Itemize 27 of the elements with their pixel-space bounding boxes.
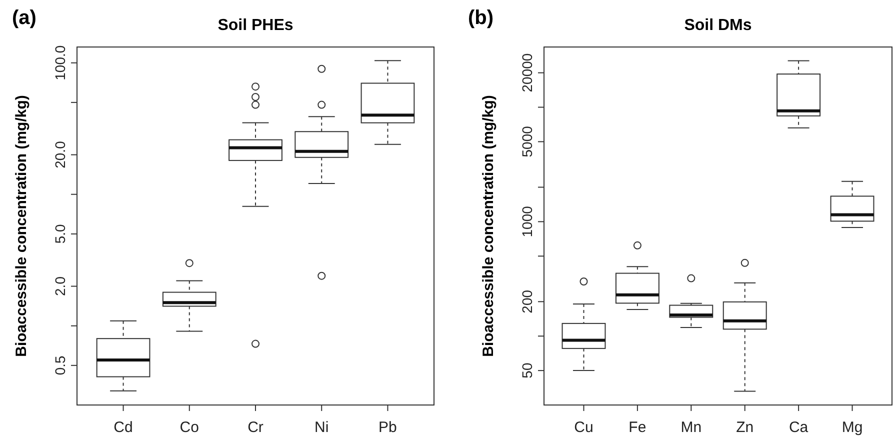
y-tick-label: 1000 (519, 206, 535, 238)
x-tick-label: Mn (680, 419, 702, 436)
x-tick-label: Pb (378, 419, 397, 436)
y-tick-label: 100.0 (52, 45, 68, 80)
y-axis-title: Bioaccessible concentration (mg/kg) (13, 95, 30, 357)
x-tick-label: Cu (574, 419, 594, 436)
y-tick-label: 5.0 (52, 224, 68, 244)
x-tick-label: Mg (842, 419, 863, 436)
text: (b) (468, 7, 494, 29)
y-axis-title: Bioaccessible concentration (mg/kg) (480, 95, 497, 357)
x-tick-label: Co (180, 419, 199, 436)
y-tick-label: 50 (519, 362, 535, 378)
x-tick-label: Cd (114, 419, 133, 436)
y-tick-label: 20000 (519, 53, 535, 92)
text: (a) (12, 7, 36, 29)
y-tick-label: 0.5 (52, 355, 68, 376)
y-tick-label: 5000 (519, 126, 535, 158)
y-tick-label: 20.0 (52, 140, 68, 168)
x-tick-label: Zn (736, 419, 754, 436)
y-tick-label: 2.0 (52, 276, 68, 296)
y-tick-label: 200 (519, 290, 535, 314)
x-tick-label: Ca (788, 419, 809, 436)
chart-title: Soil DMs (684, 17, 752, 34)
chart-title: Soil PHEs (218, 17, 294, 34)
x-tick-label: Ni (314, 419, 329, 436)
x-tick-label: Cr (248, 419, 264, 436)
x-tick-label: Fe (628, 419, 646, 436)
